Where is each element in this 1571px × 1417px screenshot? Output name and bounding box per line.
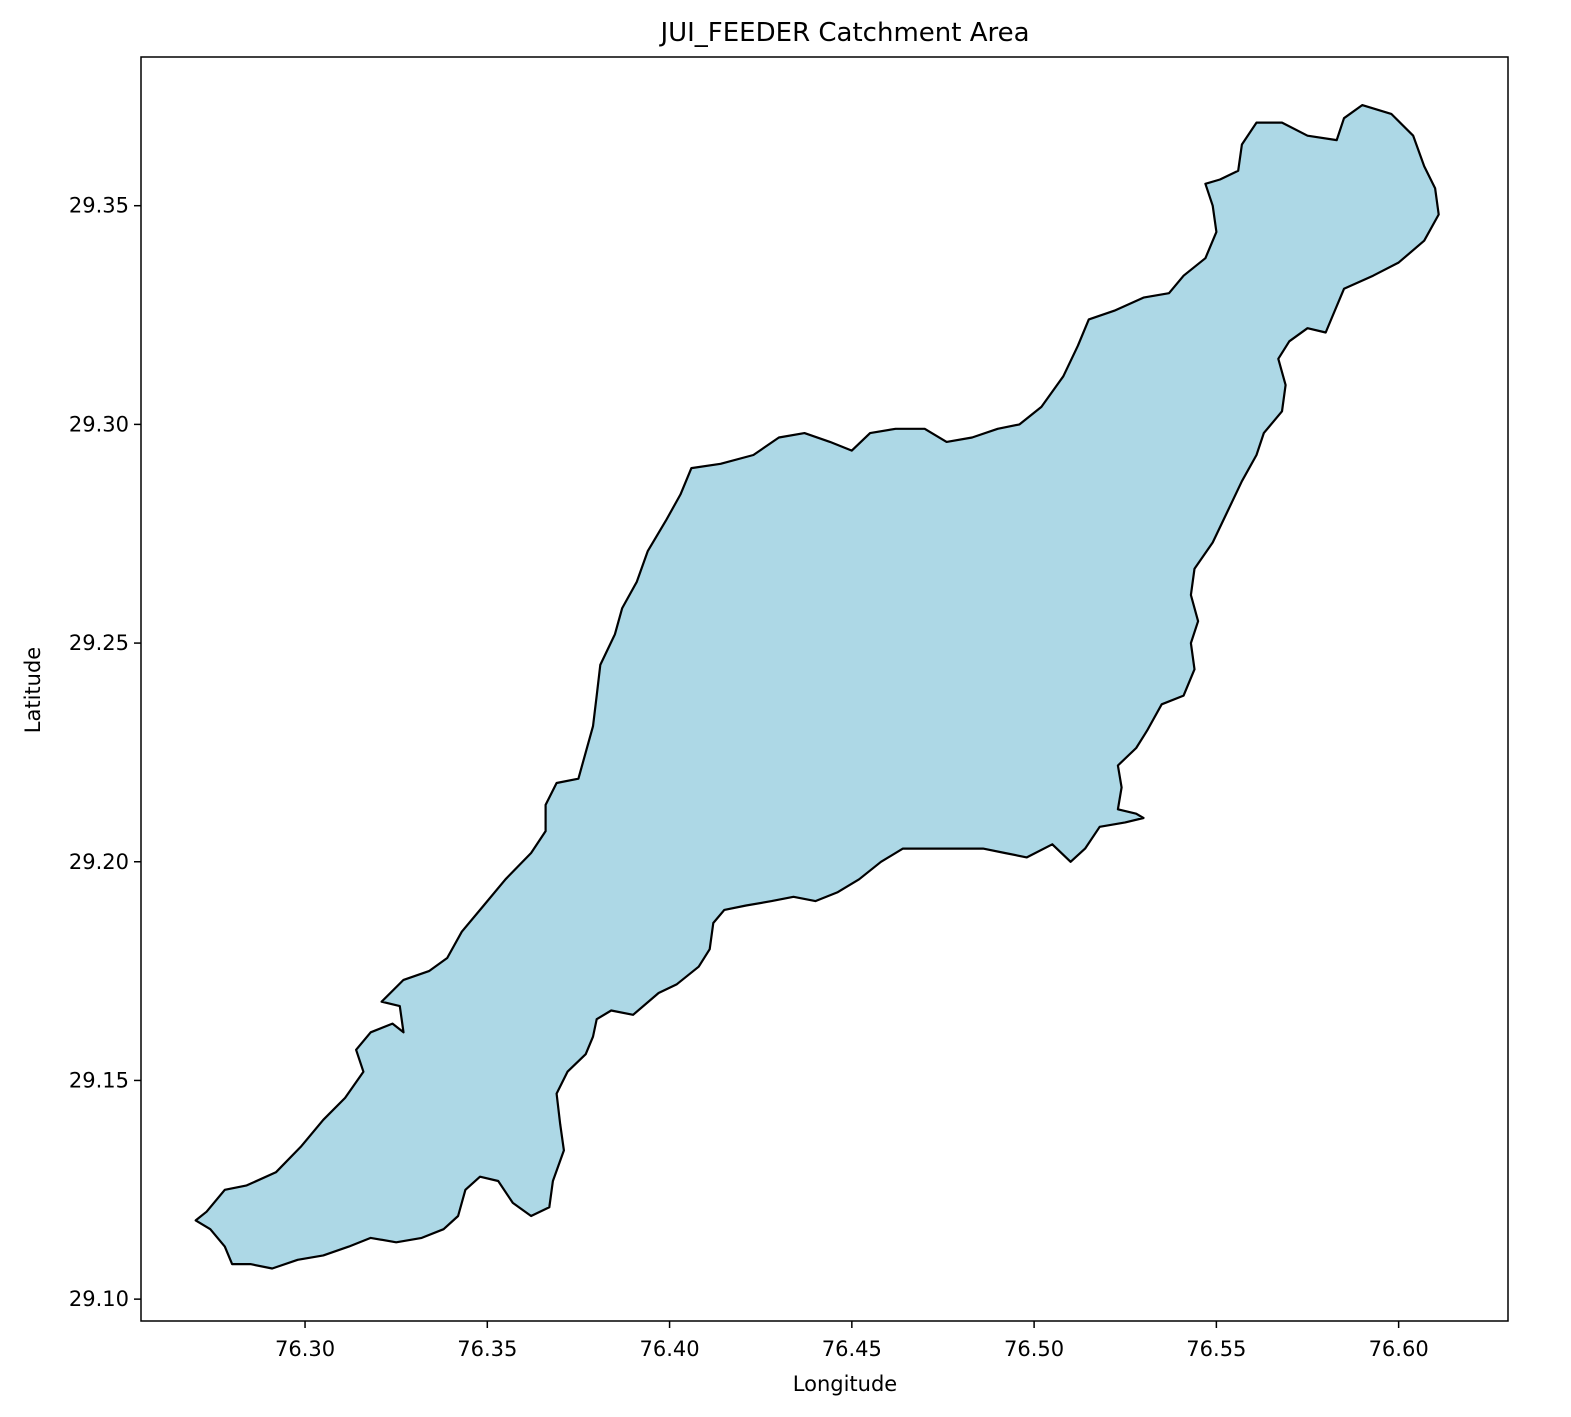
y-tick-label: 29.25 — [69, 631, 129, 655]
catchment-polygon — [194, 104, 1440, 1270]
x-tick-label: 76.60 — [1369, 1337, 1429, 1361]
x-tick-label: 76.55 — [1186, 1337, 1246, 1361]
x-tick-label: 76.50 — [1004, 1337, 1064, 1361]
x-tick-label: 76.40 — [640, 1337, 700, 1361]
plot-area — [194, 104, 1440, 1270]
y-tick-label: 29.20 — [69, 850, 129, 874]
chart-title: JUI_FEEDER Catchment Area — [658, 18, 1029, 48]
x-tick-label: 76.35 — [457, 1337, 517, 1361]
y-axis-label: Latitude — [21, 647, 45, 733]
x-tick-label: 76.45 — [822, 1337, 882, 1361]
y-tick-label: 29.35 — [69, 194, 129, 218]
x-axis-label: Longitude — [793, 1372, 897, 1396]
y-tick-label: 29.15 — [69, 1068, 129, 1092]
x-axis-ticks: 76.30 76.35 76.40 76.45 76.50 76.55 76.60 — [275, 1321, 1429, 1361]
plot-frame — [140, 56, 1509, 1322]
y-tick-label: 29.10 — [69, 1287, 129, 1311]
y-axis-ticks: 29.10 29.15 29.20 29.25 29.30 29.35 — [69, 194, 141, 1311]
x-tick-label: 76.30 — [275, 1337, 335, 1361]
y-tick-label: 29.30 — [69, 412, 129, 436]
